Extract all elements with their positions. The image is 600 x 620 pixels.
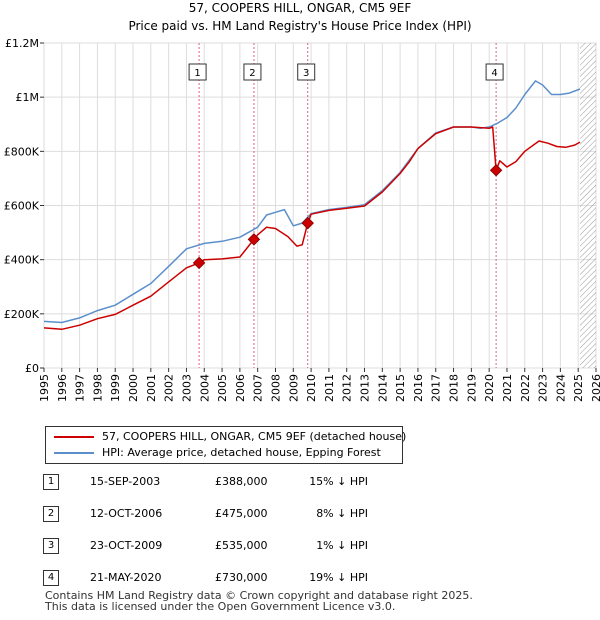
footer-line-2: This data is licensed under the Open Gov… <box>45 600 396 613</box>
x-tick-label: 2021 <box>501 374 514 402</box>
sale-4-flag-label: 4 <box>491 68 497 79</box>
x-tick-label: 2007 <box>252 374 265 402</box>
sale-price: £730,000 <box>215 571 268 584</box>
sale-3-flag-label: 3 <box>303 68 309 79</box>
x-tick-label: 2002 <box>163 374 176 402</box>
x-tick-label: 1997 <box>74 374 87 402</box>
y-tick-label: £400K <box>4 254 40 267</box>
chart-subtitle: Price paid vs. HM Land Registry's House … <box>128 19 471 33</box>
x-tick-label: 1995 <box>38 374 51 402</box>
sale-1-flag <box>188 63 207 81</box>
sale-1-flag-label: 1 <box>194 68 200 79</box>
y-tick-label: £1.2M <box>5 37 39 50</box>
table-row: 2 12-OCT-2006 £475,000 8% ↓ HPI <box>43 504 463 536</box>
sale-4-flag <box>485 63 504 81</box>
y-tick-label: £600K <box>4 200 40 213</box>
price-chart: 57, COOPERS HILL, ONGAR, CM5 9EF Price p… <box>4 1 600 402</box>
sale-hpi-diff: 15% ↓ HPI <box>309 475 368 488</box>
x-tick-label: 2019 <box>465 374 478 402</box>
x-tick-label: 2000 <box>127 374 140 402</box>
hpi-series-line <box>44 80 581 324</box>
sale-3-flag <box>297 63 316 81</box>
footer-line-1: Contains HM Land Registry data © Crown c… <box>45 589 473 602</box>
chart-legend: 57, COOPERS HILL, ONGAR, CM5 9EF (detach… <box>45 426 407 464</box>
x-tick-label: 1996 <box>56 374 69 402</box>
y-tick-label: £0 <box>25 362 39 375</box>
x-tick-label: 2020 <box>483 374 496 402</box>
sale-date: 23-OCT-2009 <box>90 539 163 552</box>
sale-date: 12-OCT-2006 <box>90 507 163 520</box>
x-tick-label: 2008 <box>269 374 282 402</box>
x-tick-label: 1999 <box>109 374 122 402</box>
x-tick-label: 2009 <box>287 374 300 402</box>
x-tick-label: 2023 <box>537 374 550 402</box>
legend-swatch-property <box>54 436 94 438</box>
table-row: 3 23-OCT-2009 £535,000 1% ↓ HPI <box>43 536 463 568</box>
x-tick-label: 2014 <box>376 374 389 402</box>
property-series-line <box>44 126 581 331</box>
sale-2-point <box>247 233 261 246</box>
sale-hpi-diff: 8% ↓ HPI <box>316 507 368 520</box>
x-tick-label: 2001 <box>145 374 158 402</box>
x-tick-label: 2010 <box>305 374 318 402</box>
x-tick-label: 2006 <box>234 374 247 402</box>
table-row: 1 15-SEP-2003 £388,000 15% ↓ HPI <box>43 472 463 504</box>
sale-price: £475,000 <box>215 507 268 520</box>
x-tick-label: 2018 <box>448 374 461 402</box>
x-tick-label: 2022 <box>519 374 532 402</box>
table-row: 4 21-MAY-2020 £730,000 19% ↓ HPI <box>43 568 463 600</box>
y-tick-label: £800K <box>4 145 40 158</box>
sale-hpi-diff: 19% ↓ HPI <box>309 571 368 584</box>
sale-price: £388,000 <box>215 475 268 488</box>
sale-date: 15-SEP-2003 <box>90 475 161 488</box>
forecast-hatch-region <box>579 43 596 368</box>
x-tick-label: 2004 <box>198 374 211 402</box>
sale-2-flag-label: 2 <box>249 68 255 79</box>
sale-number-badge: 2 <box>43 506 59 522</box>
x-tick-label: 2005 <box>216 374 229 402</box>
sale-date: 21-MAY-2020 <box>90 571 162 584</box>
x-tick-label: 2016 <box>412 374 425 402</box>
sale-3-point <box>301 216 314 230</box>
y-tick-label: £1M <box>16 91 40 104</box>
x-tick-label: 2015 <box>394 374 407 402</box>
sale-1-point <box>192 256 206 270</box>
sales-table: 1 15-SEP-2003 £388,000 15% ↓ HPI 2 12-OC… <box>43 472 463 600</box>
x-tick-label: 2012 <box>341 374 354 402</box>
x-tick-label: 2024 <box>554 374 567 402</box>
sale-number-badge: 1 <box>43 474 59 490</box>
x-tick-label: 2025 <box>572 374 585 402</box>
x-tick-label: 2003 <box>180 374 193 402</box>
chart-title: 57, COOPERS HILL, ONGAR, CM5 9EF <box>189 1 412 15</box>
sale-2-flag <box>243 63 262 81</box>
sale-hpi-diff: 1% ↓ HPI <box>316 539 368 552</box>
x-tick-label: 2017 <box>430 374 443 402</box>
sale-number-badge: 4 <box>43 570 59 586</box>
x-tick-label: 2013 <box>359 374 372 402</box>
x-tick-label: 2011 <box>323 374 336 402</box>
legend-label-property: 57, COOPERS HILL, ONGAR, CM5 9EF (detach… <box>102 430 407 443</box>
legend-swatch-hpi <box>54 452 94 454</box>
sale-4-point <box>489 164 503 177</box>
footer-attribution: Contains HM Land Registry data © Crown c… <box>45 590 473 612</box>
x-tick-label: 2026 <box>590 374 600 402</box>
sale-price: £535,000 <box>215 539 268 552</box>
legend-label-hpi: HPI: Average price, detached house, Eppi… <box>102 446 381 459</box>
x-tick-label: 1998 <box>91 374 104 402</box>
y-tick-label: £200K <box>4 308 40 321</box>
sale-number-badge: 3 <box>43 538 59 554</box>
